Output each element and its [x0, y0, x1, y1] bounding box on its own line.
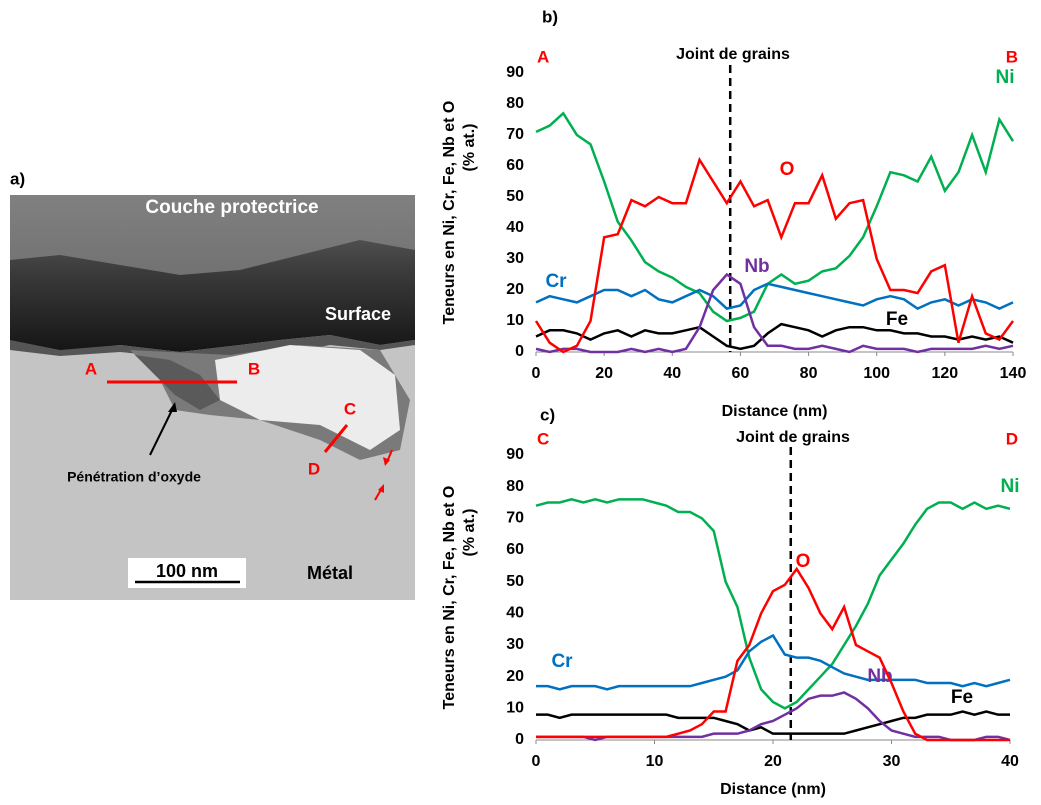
x-tick-label: 20	[764, 753, 782, 770]
surface-label: Surface	[325, 304, 391, 324]
point-label: C	[344, 399, 356, 418]
y-tick-label: 90	[506, 446, 524, 463]
y-tick-label: 90	[506, 64, 524, 81]
point-label: A	[85, 359, 97, 378]
annotation: Joint de grains	[676, 46, 790, 63]
series-label: Ni	[1001, 476, 1020, 497]
series-line	[535, 111, 1015, 323]
y-axis-label: Teneurs en Ni, Cr, Fe, Nb et O	[441, 101, 458, 325]
x-tick-label: 10	[646, 753, 664, 770]
series-label: O	[780, 159, 795, 180]
series-label: Fe	[886, 309, 908, 330]
x-tick-label: 30	[883, 753, 901, 770]
series-label: Cr	[551, 651, 573, 672]
series-label: Fe	[951, 687, 973, 708]
series-line	[536, 566, 1010, 742]
x-tick-label: 60	[732, 365, 750, 382]
point-label: B	[248, 359, 260, 378]
panel-label: a)	[10, 169, 25, 188]
x-tick-label: 120	[932, 365, 959, 382]
x-axis-label: Distance (nm)	[722, 403, 828, 420]
endpoint-label: C	[537, 429, 549, 448]
y-tick-label: 50	[506, 573, 524, 590]
endpoint-label: D	[1006, 429, 1018, 448]
y-tick-label: 20	[506, 668, 524, 685]
y-tick-label: 70	[506, 126, 524, 143]
y-tick-label: 10	[506, 700, 524, 717]
y-tick-label: 0	[515, 343, 524, 360]
y-tick-label: 0	[515, 731, 524, 748]
y-tick-label: 40	[506, 605, 524, 622]
series-line	[535, 322, 1014, 351]
y-tick-label: 50	[506, 188, 524, 205]
series-line	[534, 156, 1015, 354]
point-label: D	[308, 459, 320, 478]
annotation: Joint de grains	[736, 429, 850, 446]
oxide-label: Pénétration d’oxyde	[67, 469, 201, 485]
x-tick-label: 140	[1000, 365, 1027, 382]
series-line	[536, 710, 1010, 735]
panel-label: b)	[542, 7, 558, 26]
micrograph	[10, 195, 415, 600]
y-tick-label: 80	[506, 95, 524, 112]
y-tick-label: 40	[506, 219, 524, 236]
x-tick-label: 0	[532, 753, 541, 770]
y-tick-label: 20	[506, 281, 524, 298]
y-tick-label: 70	[506, 510, 524, 527]
series-label: Cr	[545, 271, 567, 292]
x-tick-label: 80	[800, 365, 818, 382]
y-tick-label: 60	[506, 157, 524, 174]
scale-label: 100 nm	[156, 561, 218, 581]
panel-label: c)	[540, 405, 555, 424]
y-axis-label: Teneurs en Ni, Cr, Fe, Nb et O	[441, 486, 458, 710]
x-tick-label: 40	[1001, 753, 1019, 770]
x-axis-label: Distance (nm)	[720, 781, 826, 798]
y-axis-unit: (% at.)	[461, 124, 478, 172]
series-line	[535, 272, 1014, 354]
endpoint-label: B	[1006, 47, 1018, 66]
y-tick-label: 30	[506, 250, 524, 267]
series-label: O	[796, 551, 811, 572]
series-line	[536, 633, 1011, 691]
x-tick-label: 0	[532, 365, 541, 382]
metal-label: Métal	[307, 563, 353, 583]
y-tick-label: 30	[506, 636, 524, 653]
series-line	[535, 282, 1014, 311]
y-tick-label: 60	[506, 541, 524, 558]
y-tick-label: 80	[506, 478, 524, 495]
endpoint-label: A	[537, 47, 549, 66]
coating-label: Couche protectrice	[145, 197, 318, 218]
y-tick-label: 10	[506, 312, 524, 329]
series-label: Ni	[996, 67, 1015, 88]
series-line	[535, 498, 1011, 710]
series-label: Nb	[744, 256, 769, 277]
x-tick-label: 100	[863, 365, 890, 382]
y-axis-unit: (% at.)	[461, 509, 478, 557]
x-tick-label: 40	[663, 365, 681, 382]
x-tick-label: 20	[595, 365, 613, 382]
